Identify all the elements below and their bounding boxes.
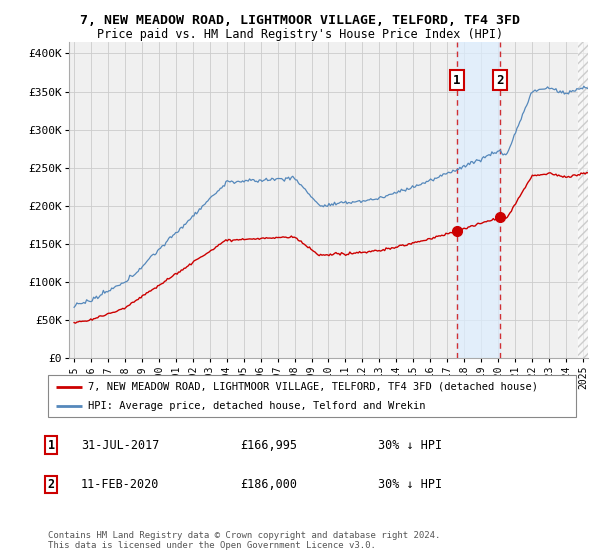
Text: 1: 1 xyxy=(47,438,55,452)
Bar xyxy=(457,42,500,358)
Text: 2: 2 xyxy=(496,73,504,87)
Text: 31-JUL-2017: 31-JUL-2017 xyxy=(81,438,160,452)
Text: 1: 1 xyxy=(454,73,461,87)
Text: 11-FEB-2020: 11-FEB-2020 xyxy=(81,478,160,491)
Text: 7, NEW MEADOW ROAD, LIGHTMOOR VILLAGE, TELFORD, TF4 3FD: 7, NEW MEADOW ROAD, LIGHTMOOR VILLAGE, T… xyxy=(80,14,520,27)
Text: £166,995: £166,995 xyxy=(240,438,297,452)
Bar xyxy=(578,42,588,358)
Text: £186,000: £186,000 xyxy=(240,478,297,491)
Text: HPI: Average price, detached house, Telford and Wrekin: HPI: Average price, detached house, Telf… xyxy=(88,401,425,411)
Text: 2: 2 xyxy=(47,478,55,491)
FancyBboxPatch shape xyxy=(48,375,576,417)
Text: 30% ↓ HPI: 30% ↓ HPI xyxy=(378,438,442,452)
Text: 30% ↓ HPI: 30% ↓ HPI xyxy=(378,478,442,491)
Bar xyxy=(578,42,588,358)
Text: Price paid vs. HM Land Registry's House Price Index (HPI): Price paid vs. HM Land Registry's House … xyxy=(97,28,503,41)
Text: 7, NEW MEADOW ROAD, LIGHTMOOR VILLAGE, TELFORD, TF4 3FD (detached house): 7, NEW MEADOW ROAD, LIGHTMOOR VILLAGE, T… xyxy=(88,381,538,391)
Text: Contains HM Land Registry data © Crown copyright and database right 2024.
This d: Contains HM Land Registry data © Crown c… xyxy=(48,530,440,550)
